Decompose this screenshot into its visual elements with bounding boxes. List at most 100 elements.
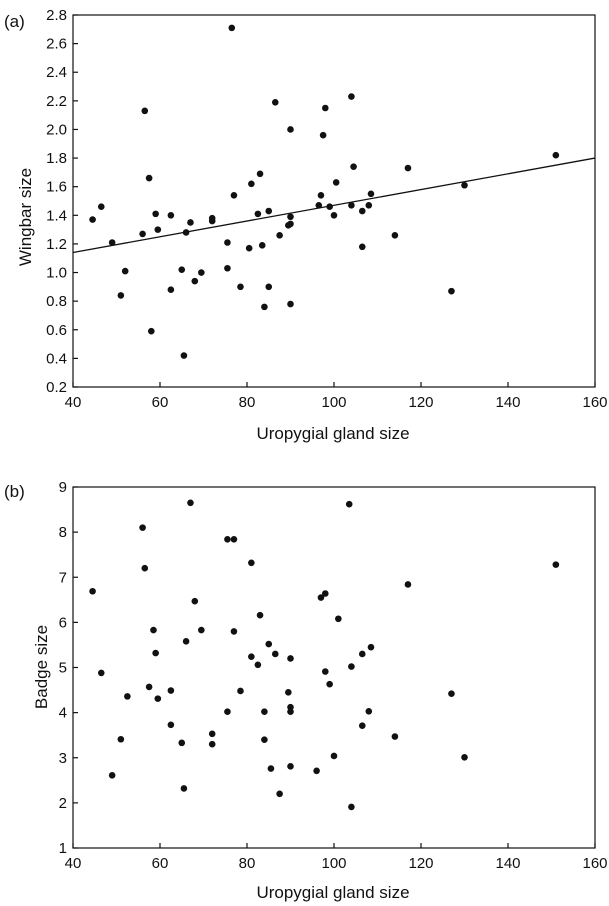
panel-a-y-tick-label: 1.2 [46, 236, 67, 253]
panel-b-y-tick-label: 1 [59, 840, 67, 857]
panel-b-x-tick-label: 160 [582, 855, 607, 872]
panel-b-data-point [265, 640, 273, 648]
panel-b-data-point [285, 689, 292, 696]
panel-a-y-tick-label: 1.0 [46, 265, 67, 282]
panel-b-data-point [152, 649, 159, 657]
panel-a-data-point [271, 98, 279, 106]
panel-a-y-tick-label: 2.6 [46, 36, 67, 53]
panel-a-data-point [265, 207, 273, 215]
panel-a-y-tick-label: 1.4 [46, 207, 67, 224]
panel-b-data-point [256, 611, 264, 619]
panel-b-data-point [248, 559, 255, 567]
panel-a-y-tick-label: 2.0 [46, 121, 67, 138]
panel-a-data-point [287, 220, 294, 228]
panel-a-data-point [237, 283, 244, 291]
panel-b-data-point [224, 536, 231, 543]
panel-b-data-point [391, 733, 399, 740]
panel-b-data-point [139, 524, 146, 531]
panel-b-y-axis-title: Badge size [32, 625, 51, 709]
panel-a-data-point [358, 243, 366, 251]
panel-b-data-point [404, 581, 412, 588]
panel-a-y-tick-label: 0.4 [46, 350, 67, 367]
panel-b-data-point [287, 703, 294, 711]
panel-a-data-point [180, 352, 188, 359]
panel-a-data-point [224, 264, 231, 272]
panel-b-x-tick-label: 120 [408, 855, 433, 872]
panel-b-data-point [141, 564, 149, 572]
panel-a-data-point [89, 216, 96, 223]
panel-a-data-point [141, 107, 149, 115]
panel-a-y-tick-label: 0.8 [46, 293, 67, 310]
panel-b-data-point [198, 626, 205, 634]
panel-a-data-point [287, 126, 294, 133]
panel-b-y-tick-label: 5 [59, 660, 67, 677]
panel-b-data-point [254, 661, 262, 669]
panel-b-data-point [358, 722, 366, 730]
panel-a-data-point [145, 174, 153, 182]
panel-b-data-point [317, 594, 325, 601]
panel-a-x-tick-label: 120 [408, 394, 433, 411]
panel-a-data-point [552, 151, 560, 159]
panel-b-data-point [287, 655, 294, 662]
panel-b-label: (b) [4, 482, 25, 501]
panel-a-y-tick-label: 2.8 [46, 7, 67, 24]
panel-b-data-point [358, 650, 366, 658]
panel-b-data-point [552, 561, 560, 568]
panel-a-data-point [448, 287, 455, 295]
panel-b-data-point [326, 680, 333, 688]
panel-a-data-point [365, 201, 373, 209]
panel-b-y-tick-label: 3 [59, 750, 67, 767]
panel-a-data-point [167, 286, 175, 294]
panel-b-data-point [267, 765, 275, 772]
panel-a-data-point [245, 244, 253, 252]
panel-b-data-point [271, 650, 279, 658]
panel-b-data-point [322, 590, 329, 597]
panel-a-data-point [287, 213, 294, 221]
panel-a-data-point [367, 190, 375, 198]
panel-b-data-point [150, 626, 157, 634]
panel-a-data-point [108, 239, 116, 246]
panel-b-data-point [145, 683, 153, 691]
panel-a-x-tick-label: 40 [65, 394, 82, 411]
panel-b-data-point [187, 499, 194, 507]
panel-a-y-tick-label: 2.2 [46, 93, 67, 110]
panel-b-data-point [167, 687, 175, 694]
panel-a-data-point [256, 170, 264, 178]
panel-a-data-point [404, 164, 412, 172]
panel-b-y-tick-label: 2 [59, 795, 67, 812]
panel-a-data-point [332, 179, 340, 186]
panel-b-data-point [224, 708, 231, 716]
panel-b-data-point [208, 730, 216, 738]
panel-b-y-tick-label: 4 [59, 705, 67, 722]
panel-a-data-point [391, 232, 399, 239]
panel-a-data-point [121, 267, 129, 275]
panel-b-x-axis-title: Uropygial gland size [256, 883, 409, 902]
panel-a-data-point [117, 292, 125, 299]
panel-a-x-tick-label: 60 [152, 394, 169, 411]
panel-a-data-point [261, 303, 268, 311]
panel-a-data-point [154, 226, 162, 233]
panel-a-data-point [461, 181, 468, 189]
panel-b-data-point [313, 767, 320, 775]
panel-b-data-point [330, 752, 338, 760]
panel-a-data-point [187, 219, 194, 226]
panel-a-data-point [330, 212, 338, 219]
panel-a-data-point [228, 24, 236, 32]
panel-a-wingbar-chart: (a) Wingbar size Uropygial gland size 40… [4, 7, 608, 443]
panel-a-data-point [248, 180, 255, 188]
panel-b-data-point [248, 653, 255, 660]
panel-b-data-point [345, 500, 353, 508]
panel-a-regression-line [72, 157, 596, 254]
panel-b-data-point [261, 736, 268, 743]
panel-a-data-point [348, 201, 355, 209]
panel-a-data-point [191, 277, 199, 285]
panel-a-data-point [230, 191, 238, 199]
panel-b-x-tick-label: 60 [152, 855, 169, 872]
panel-b-data-point [348, 803, 355, 811]
panel-a-label: (a) [4, 12, 25, 31]
panel-b-x-tick-label: 40 [65, 855, 82, 872]
panel-a-data-point [208, 214, 216, 222]
panel-a-y-axis-title: Wingbar size [16, 168, 35, 266]
panel-b-y-tick-label: 8 [59, 524, 67, 541]
panel-a-data-point [224, 239, 231, 246]
